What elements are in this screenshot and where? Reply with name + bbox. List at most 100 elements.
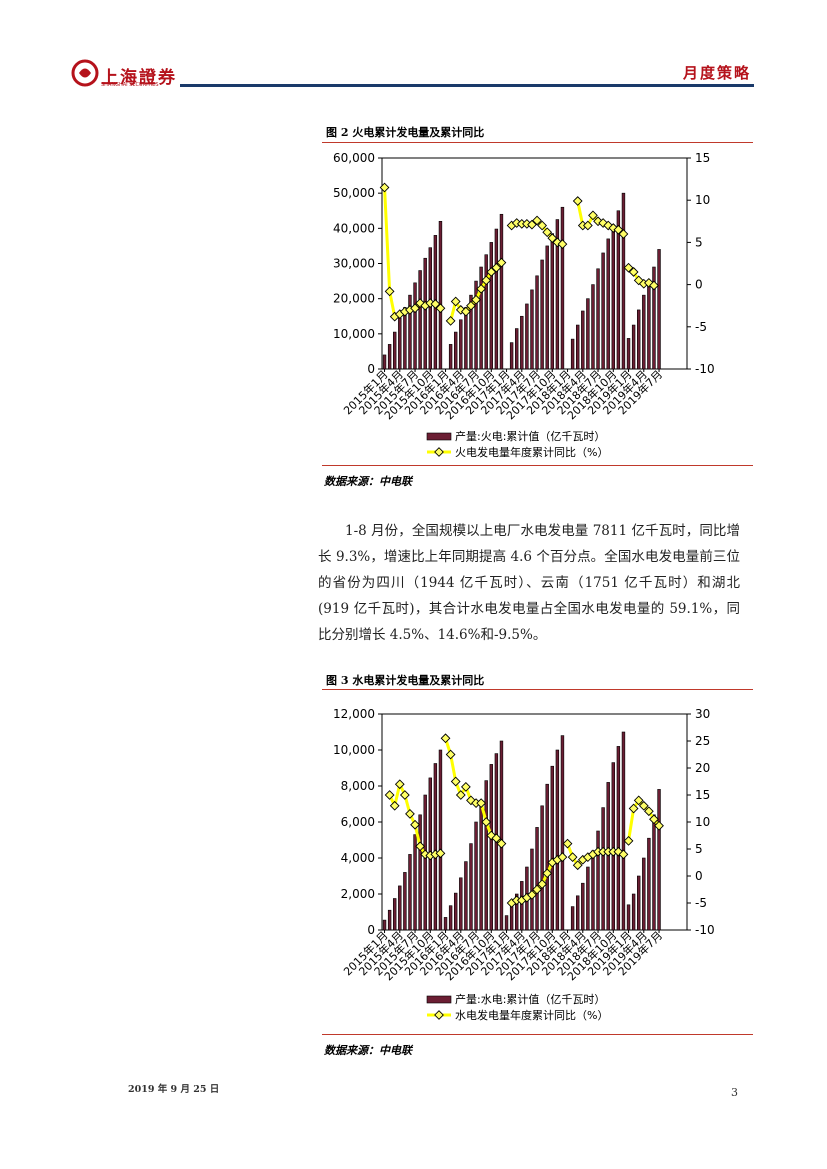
yoy-marker — [633, 795, 644, 806]
yoy-marker — [435, 303, 446, 314]
yoy-marker — [405, 809, 415, 819]
logo-emblem-icon — [71, 59, 99, 87]
left-tick-label: 20,000 — [333, 292, 375, 306]
yoy-marker — [582, 220, 593, 231]
bar — [509, 342, 514, 370]
right-tick-label: 25 — [695, 734, 710, 748]
right-tick-label: 15 — [695, 788, 710, 802]
yoy-marker — [613, 224, 624, 235]
bar — [555, 219, 560, 370]
yoy-marker — [572, 860, 583, 871]
yoy-marker — [537, 879, 548, 889]
yoy-marker — [450, 296, 461, 307]
bar — [448, 905, 453, 931]
bar — [504, 915, 509, 931]
yoy-marker — [384, 790, 395, 800]
bar — [652, 814, 656, 931]
yoy-marker — [496, 838, 507, 849]
yoy-marker — [389, 800, 400, 811]
bar — [525, 303, 529, 370]
yoy-marker — [572, 196, 583, 206]
bar — [616, 210, 621, 370]
bar — [438, 749, 443, 931]
bar — [494, 228, 499, 370]
bar — [382, 354, 387, 370]
bar — [515, 328, 519, 370]
yoy-marker — [410, 303, 420, 314]
yoy-marker — [638, 800, 649, 811]
figure2-top-rule — [322, 142, 753, 143]
yoy-marker — [628, 803, 639, 814]
bar — [479, 800, 483, 931]
bar — [637, 875, 641, 931]
bar — [560, 735, 565, 931]
bar — [647, 837, 651, 931]
footer-date: 2019 年 9 月 25 日 — [128, 1084, 220, 1095]
yoy-marker — [557, 239, 568, 249]
yoy-marker — [491, 833, 502, 844]
bar — [606, 238, 610, 370]
bar — [530, 289, 534, 370]
yoy-marker — [511, 895, 522, 906]
bar — [408, 854, 412, 931]
bar — [540, 805, 544, 931]
legend-bar-swatch — [426, 432, 452, 441]
yoy-marker — [460, 782, 471, 792]
yoy-marker — [628, 267, 639, 277]
bar — [489, 242, 493, 370]
legend-line-marker — [434, 447, 444, 457]
bar — [464, 307, 468, 370]
bar — [657, 789, 661, 931]
logo-text: 上海證券 — [101, 68, 177, 88]
bar — [626, 904, 631, 931]
right-tick-label: -5 — [695, 896, 707, 910]
yoy-line-segment — [383, 187, 442, 319]
bar — [515, 893, 519, 931]
yoy-marker — [649, 280, 659, 291]
figure3-top-rule — [322, 689, 753, 690]
bar — [428, 247, 432, 370]
figure3-chart: 12,000 10,000 8,000 6,000 4,000 2,000 0 30 25 20 1… — [322, 690, 753, 1032]
bar — [387, 909, 392, 931]
bar — [642, 857, 646, 931]
bar — [423, 794, 427, 931]
bar — [413, 282, 417, 370]
left-tick-label: 0 — [367, 362, 375, 376]
bar — [418, 814, 422, 931]
yoy-marker — [491, 262, 502, 273]
bar — [474, 821, 478, 931]
bar — [459, 319, 463, 370]
bar — [591, 850, 595, 931]
bar — [637, 309, 641, 370]
left-tick-label: 10,000 — [333, 743, 375, 757]
bar — [398, 317, 402, 370]
bar — [576, 895, 580, 931]
bar — [570, 906, 575, 931]
bar — [631, 324, 636, 370]
bar — [657, 249, 661, 370]
plot-frame — [381, 713, 688, 931]
bar — [626, 338, 631, 370]
figure2-title: 图 2 火电累计发电量及累计同比 — [326, 126, 485, 139]
bar — [403, 307, 407, 370]
yoy-marker — [542, 868, 553, 879]
bar — [596, 830, 600, 931]
yoy-marker — [455, 790, 466, 800]
bar — [464, 861, 468, 931]
bar — [382, 919, 387, 931]
bar — [535, 827, 539, 931]
bar — [540, 259, 544, 370]
right-tick-label: 0 — [695, 869, 703, 883]
body-text: 1-8 月份，全国规模以上电厂水电发电量 7811 亿千瓦时，同比增长 9.3%… — [318, 523, 740, 643]
yoy-marker — [532, 215, 542, 226]
right-tick-label: -5 — [695, 320, 707, 334]
yoy-marker — [496, 257, 507, 268]
right-tick-label: 5 — [695, 235, 703, 249]
yoy-marker — [394, 779, 405, 790]
bar — [459, 877, 463, 931]
figure3-source: 数据来源：中电联 — [324, 1044, 412, 1057]
bar — [576, 324, 580, 370]
yoy-marker — [532, 884, 542, 895]
bar — [387, 344, 392, 370]
left-tick-label: 50,000 — [333, 186, 375, 200]
